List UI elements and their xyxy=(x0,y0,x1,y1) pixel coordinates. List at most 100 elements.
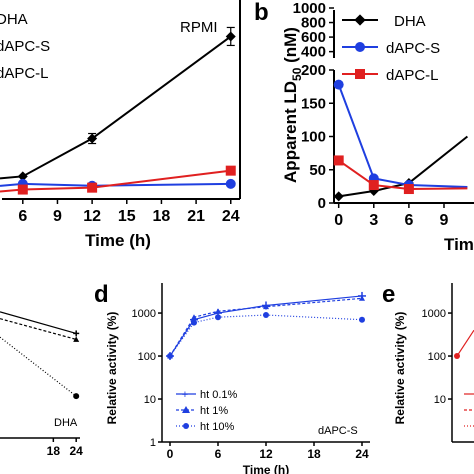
drug-label-bottom-left: DHA xyxy=(54,417,78,429)
series-bottom-right xyxy=(454,329,474,360)
series-line xyxy=(0,336,77,397)
axes-top-right xyxy=(333,10,474,204)
legend-bottom-right xyxy=(464,393,474,427)
legend-entry: dAPC-S xyxy=(0,38,50,55)
legend-entry: dAPC-L xyxy=(386,67,439,84)
panel-bottom-mid: d Relative activity (%) 1 10 100 1000 0 6 12 1… xyxy=(94,281,370,474)
data-point xyxy=(359,316,365,323)
tick-label: 1000 xyxy=(422,308,446,320)
data-point xyxy=(359,295,365,301)
tick-label: 6 xyxy=(215,447,222,461)
tick-label: 0 xyxy=(318,195,326,212)
y-axis-label-top-right: Apparent LD50 (nM) xyxy=(281,27,304,183)
data-point xyxy=(73,393,80,400)
axes-bottom-right xyxy=(451,283,474,443)
panel-letter-e: e xyxy=(382,281,395,308)
tick-label: 1000 xyxy=(293,0,326,17)
series-line xyxy=(0,169,231,193)
tick-label: 50 xyxy=(309,162,326,179)
data-point xyxy=(333,191,344,202)
x-ticks-top-right: 0 3 6 9 xyxy=(334,203,449,229)
x-axis-label-bottom-mid: Time (h) xyxy=(243,463,289,474)
data-point xyxy=(333,155,344,166)
data-point xyxy=(191,314,197,320)
svg-text:+: + xyxy=(182,389,188,401)
data-point xyxy=(368,180,379,191)
legend-entry: ht 1% xyxy=(200,405,228,417)
series-line xyxy=(169,314,363,357)
series-line xyxy=(0,35,232,180)
tick-label: 24 xyxy=(70,444,84,458)
legend-entry: DHA xyxy=(394,13,426,30)
tick-label: 150 xyxy=(301,95,326,112)
tick-label: 100 xyxy=(428,351,446,363)
series-bottom-left xyxy=(0,311,80,400)
tick-label: 600 xyxy=(301,29,326,46)
series-line xyxy=(456,329,474,357)
tick-label: 0 xyxy=(167,447,174,461)
panel-top-right: b Apparent LD50 (nM) 0 50 100 150 2004006008… xyxy=(254,0,474,254)
panel-bottom-left: 18 24 DHA xyxy=(0,311,84,458)
data-point xyxy=(225,165,236,176)
x-axis-label-top-left: Time (h) xyxy=(85,231,151,250)
legend-entry: ht 0.1% xyxy=(200,389,238,401)
tick-label: 9 xyxy=(53,208,62,225)
tick-label: 1 xyxy=(150,437,156,449)
series-line xyxy=(0,311,77,334)
legend-top-right: DHA dAPC-S dAPC-L xyxy=(342,13,440,84)
series-top-left xyxy=(0,26,236,195)
y-ticks-bottom-right: 10 100 1000 xyxy=(422,308,452,406)
series-top-right xyxy=(333,79,469,202)
y-axis-label-bottom-right: Relative activity (%) xyxy=(393,312,407,425)
legend-entry: dAPC-S xyxy=(386,40,440,57)
panel-top-left: 6 9 12 15 18 21 24 RPMI Time (h) DHA dAPC-S dA… xyxy=(0,0,241,250)
data-point xyxy=(73,336,80,342)
data-point xyxy=(454,353,460,360)
legend-top-left: DHA dAPC-S dAPC-L xyxy=(0,11,50,82)
legend-bottom-mid: + ht 0.1% ht 1% ht 10% xyxy=(176,389,238,433)
data-point xyxy=(263,312,269,319)
tick-label: 10 xyxy=(144,394,156,406)
data-point xyxy=(403,184,414,195)
y-ticks-bottom-mid: 1 10 100 1000 xyxy=(132,308,162,449)
tick-label: 800 xyxy=(301,15,326,32)
series-line xyxy=(337,84,468,189)
series-line xyxy=(338,159,468,191)
tick-label: 100 xyxy=(301,129,326,146)
legend-entry: DHA xyxy=(0,11,28,28)
tick-label: 400 xyxy=(301,44,326,61)
data-point xyxy=(17,171,28,182)
panel-letter-b: b xyxy=(254,0,269,26)
tick-label: 15 xyxy=(118,208,136,225)
tick-label: 1000 xyxy=(132,308,156,320)
data-point xyxy=(73,330,80,337)
tick-label: 24 xyxy=(222,208,240,225)
panel-letter-d: d xyxy=(94,281,109,308)
tick-label: 18 xyxy=(153,208,171,225)
tick-label: 6 xyxy=(18,208,27,225)
tick-label: 0 xyxy=(334,212,343,229)
y-axis-label-bottom-mid: Relative activity (%) xyxy=(105,312,119,425)
tick-label: 200 xyxy=(301,62,326,79)
data-point xyxy=(225,178,236,189)
x-axis-label-top-right: Tim xyxy=(444,235,474,254)
x-ticks-bottom-left: 18 24 xyxy=(47,438,84,458)
tick-label: 3 xyxy=(369,212,378,229)
panel-bottom-right: e Relative activity (%) 10 100 1000 xyxy=(382,281,474,443)
data-point xyxy=(191,319,197,326)
tick-label: 21 xyxy=(187,208,205,225)
series-line xyxy=(0,182,231,187)
series-bottom-mid xyxy=(166,291,366,361)
tick-label: 18 xyxy=(307,447,321,461)
x-ticks-top-left: 6 9 12 15 18 21 24 xyxy=(18,199,240,225)
tick-label: 18 xyxy=(47,444,61,458)
x-ticks-bottom-mid: 0 6 12 18 24 xyxy=(167,442,369,461)
legend-entry: ht 10% xyxy=(200,421,234,433)
legend-entry: dAPC-L xyxy=(0,65,49,82)
tick-label: 6 xyxy=(404,212,413,229)
drug-label-bottom-mid: dAPC-S xyxy=(318,425,358,437)
tick-label: 9 xyxy=(440,212,449,229)
data-point xyxy=(215,314,221,321)
